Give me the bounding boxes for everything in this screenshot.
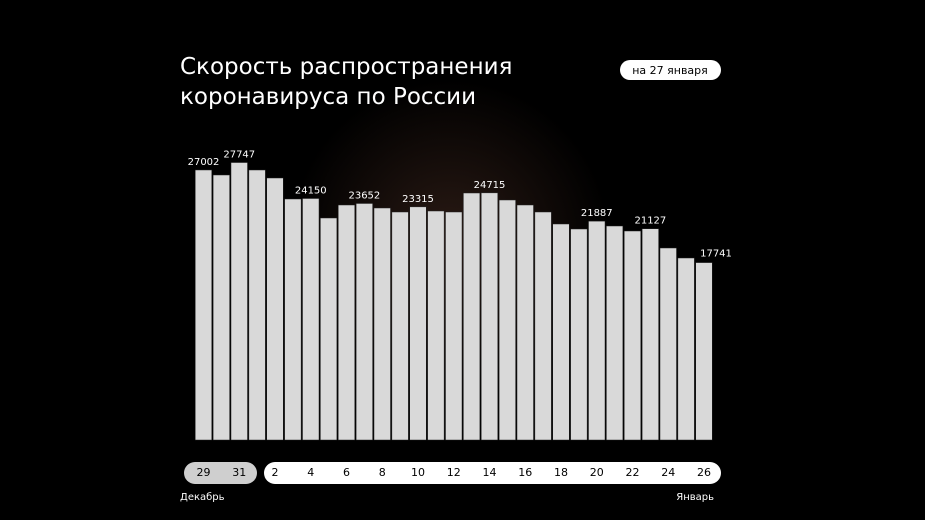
bar	[552, 223, 570, 441]
x-tick-label: 4	[307, 466, 314, 479]
bar	[624, 230, 641, 441]
chart-title: Скорость распространения коронавируса по…	[180, 54, 513, 110]
x-tick-label: 2	[272, 466, 279, 479]
bar	[445, 211, 463, 441]
bar	[481, 192, 498, 441]
x-tick-label: 29	[197, 466, 211, 479]
x-tick-label: 24	[661, 466, 675, 479]
bar	[641, 228, 659, 441]
bar	[695, 262, 713, 441]
month-pill	[264, 462, 721, 484]
month-label: Январь	[676, 492, 714, 503]
value-label: 17741	[700, 249, 732, 260]
bar	[302, 198, 320, 441]
bar	[570, 228, 588, 441]
bar	[355, 203, 373, 441]
bar	[391, 211, 409, 441]
bar	[606, 225, 624, 441]
bar	[230, 162, 248, 441]
x-tick-label: 10	[411, 466, 425, 479]
value-label: 21127	[634, 216, 666, 227]
bar	[373, 207, 391, 441]
value-label: 27747	[223, 150, 255, 161]
x-tick-label: 14	[483, 466, 497, 479]
x-tick-label: 6	[343, 466, 350, 479]
value-label: 24715	[474, 180, 506, 191]
value-label: 21887	[581, 208, 613, 219]
bar	[659, 247, 677, 441]
bar	[284, 198, 302, 441]
date-badge	[620, 60, 721, 80]
bar	[338, 204, 355, 441]
bar	[463, 192, 481, 441]
x-tick-label: 22	[626, 466, 640, 479]
x-tick-label: 16	[518, 466, 532, 479]
value-label: 23315	[402, 194, 434, 205]
x-tick-label: 26	[697, 466, 711, 479]
bar	[195, 169, 212, 441]
bar	[266, 177, 284, 441]
bar	[498, 199, 516, 441]
bar	[320, 217, 338, 441]
bar	[534, 211, 552, 441]
bar	[409, 206, 427, 441]
x-tick-label: 20	[590, 466, 604, 479]
bar	[588, 220, 606, 441]
bar	[427, 210, 445, 441]
value-label: 23652	[348, 190, 380, 201]
title-box: Скорость распространения коронавируса по…	[180, 54, 513, 110]
bar	[516, 204, 534, 441]
bar	[212, 174, 230, 441]
month-label: Декабрь	[180, 492, 225, 503]
x-tick-label: 31	[232, 466, 246, 479]
chart-subtitle: на 27 января	[632, 64, 708, 77]
bar	[677, 257, 695, 441]
x-tick-label: 12	[447, 466, 461, 479]
x-tick-label: 8	[379, 466, 386, 479]
month-pill	[184, 462, 257, 484]
value-label: 24150	[295, 186, 327, 197]
value-label: 27002	[188, 157, 220, 168]
x-tick-label: 18	[554, 466, 568, 479]
bar	[248, 169, 266, 441]
